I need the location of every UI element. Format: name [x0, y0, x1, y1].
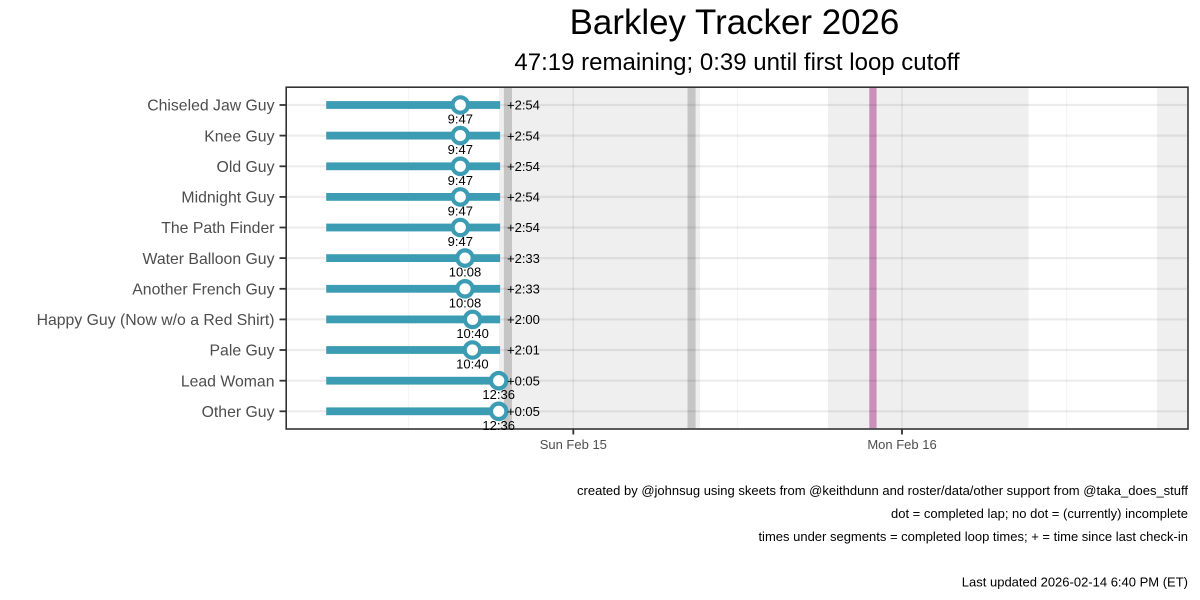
svg-text:+2:33: +2:33 [507, 251, 540, 266]
svg-text:Water Balloon Guy: Water Balloon Guy [143, 251, 275, 268]
svg-text:Knee Guy: Knee Guy [204, 128, 274, 145]
svg-text:The Path Finder: The Path Finder [161, 220, 274, 237]
svg-text:+0:05: +0:05 [507, 373, 540, 388]
svg-text:10:40: 10:40 [456, 357, 489, 372]
svg-text:Lead Woman: Lead Woman [181, 373, 275, 390]
svg-text:Pale Guy: Pale Guy [210, 343, 275, 360]
svg-text:times under segments = complet: times under segments = completed loop ti… [758, 529, 1188, 544]
svg-text:Chiseled Jaw Guy: Chiseled Jaw Guy [147, 98, 274, 115]
svg-text:+2:54: +2:54 [507, 220, 540, 235]
svg-text:9:47: 9:47 [448, 234, 473, 249]
svg-text:+0:05: +0:05 [507, 404, 540, 419]
svg-text:Sun Feb 15: Sun Feb 15 [540, 437, 607, 452]
svg-text:Mon Feb 16: Mon Feb 16 [867, 437, 936, 452]
svg-text:Barkley Tracker 2026: Barkley Tracker 2026 [570, 3, 900, 42]
svg-text:9:47: 9:47 [448, 142, 473, 157]
svg-text:9:47: 9:47 [448, 112, 473, 127]
svg-text:9:47: 9:47 [448, 203, 473, 218]
svg-text:+2:00: +2:00 [507, 312, 540, 327]
svg-text:created by @johnsug using skee: created by @johnsug using skeets from @k… [577, 483, 1188, 498]
svg-text:Midnight Guy: Midnight Guy [181, 190, 274, 207]
svg-text:10:08: 10:08 [449, 265, 482, 280]
svg-text:Another French Guy: Another French Guy [132, 282, 274, 299]
svg-text:+2:33: +2:33 [507, 282, 540, 297]
svg-text:dot = completed lap; no dot =: dot = completed lap; no dot = (currently… [891, 506, 1188, 521]
svg-text:12:36: 12:36 [482, 387, 515, 402]
svg-text:Other Guy: Other Guy [202, 404, 275, 421]
svg-text:10:40: 10:40 [456, 326, 489, 341]
svg-text:+2:54: +2:54 [507, 190, 540, 205]
svg-text:9:47: 9:47 [448, 173, 473, 188]
svg-text:Last updated 2026-02-14 6:40 P: Last updated 2026-02-14 6:40 PM (ET) [962, 574, 1188, 589]
svg-text:+2:54: +2:54 [507, 159, 540, 174]
svg-text:47:19 remaining; 0:39 until fi: 47:19 remaining; 0:39 until first loop c… [514, 49, 959, 76]
svg-text:+2:54: +2:54 [507, 98, 540, 113]
svg-text:10:08: 10:08 [449, 295, 482, 310]
svg-text:+2:01: +2:01 [507, 343, 540, 358]
svg-text:Happy Guy (Now w/o a Red Shirt: Happy Guy (Now w/o a Red Shirt) [37, 312, 275, 329]
svg-text:12:36: 12:36 [482, 418, 515, 433]
svg-text:+2:54: +2:54 [507, 128, 540, 143]
svg-text:Old Guy: Old Guy [217, 159, 275, 176]
